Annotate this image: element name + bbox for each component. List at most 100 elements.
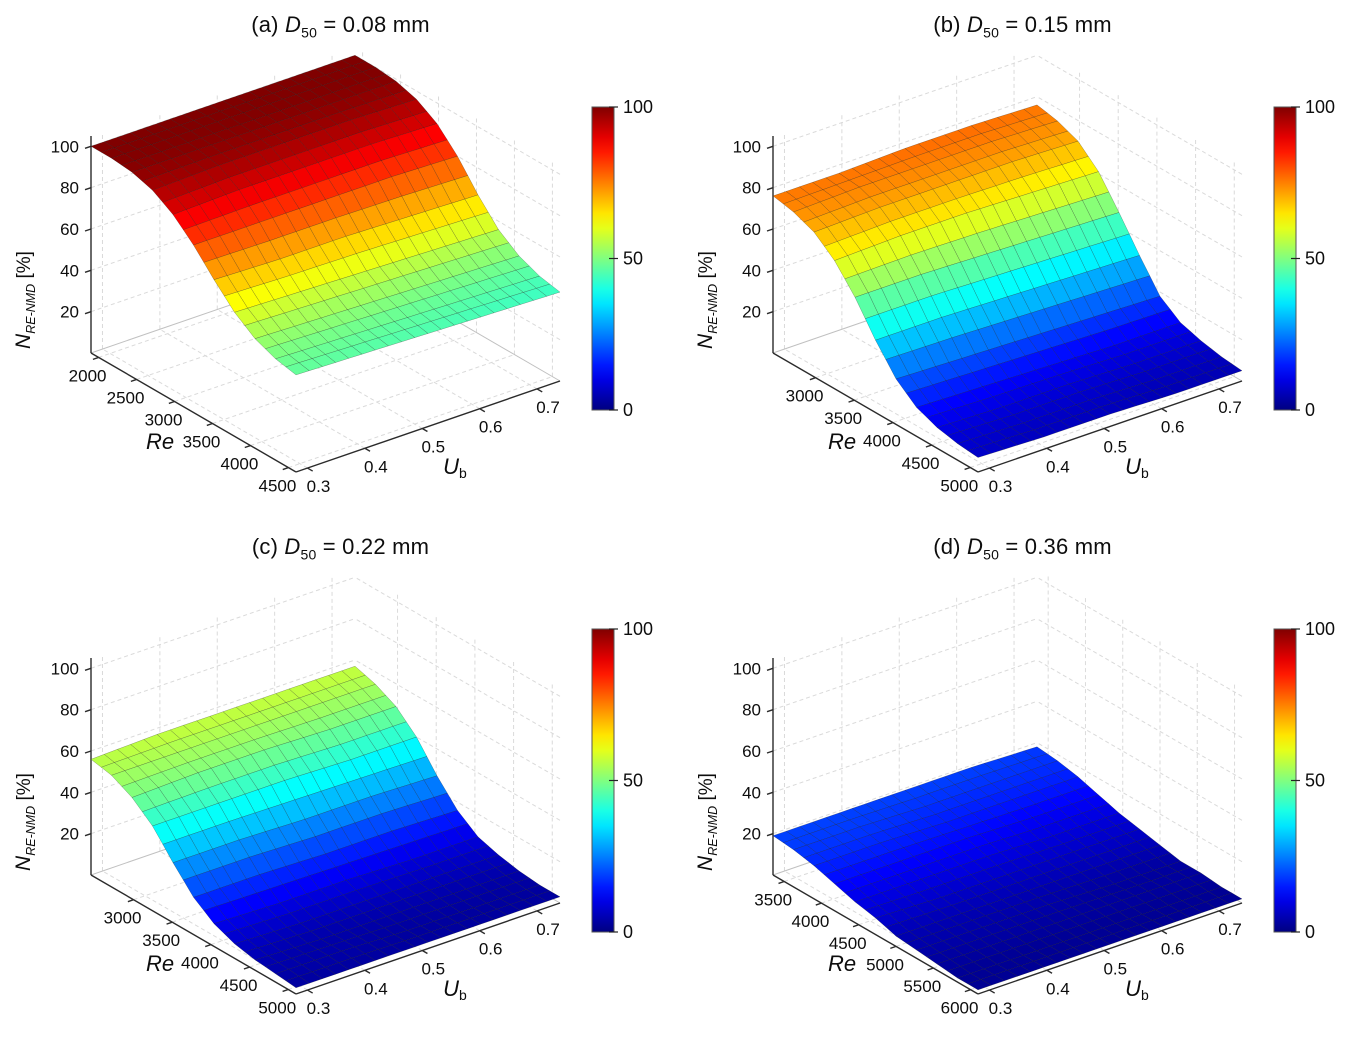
z-tick-label: 60 xyxy=(742,220,761,239)
grid-line xyxy=(772,742,1038,835)
ub-tick-label: 0.6 xyxy=(479,418,503,437)
grid-line xyxy=(1036,54,1243,175)
panel-b: 20 40 60 80 100 NRE-NMD [%] 3000 3500 4000 4500 50… xyxy=(682,0,1363,521)
ub-tick-label: 0.6 xyxy=(1161,940,1185,959)
ub-tick-label: 0.7 xyxy=(1218,920,1242,939)
z-tick-label: 100 xyxy=(51,137,79,156)
z-tick-label: 100 xyxy=(51,659,79,678)
colorbar: 0 50 100 xyxy=(591,619,653,942)
ub-axis xyxy=(977,902,1243,995)
grid-line xyxy=(212,332,477,424)
ub-axis xyxy=(295,380,561,473)
colorbar-tick-label: 0 xyxy=(1305,922,1315,942)
re-tick xyxy=(887,421,894,426)
grid-line xyxy=(1036,96,1243,217)
z-tick-label: 60 xyxy=(60,742,79,761)
colorbar-tick-label: 50 xyxy=(1305,771,1325,791)
re-tick xyxy=(244,444,251,449)
re-tick-label: 3000 xyxy=(786,387,824,406)
colorbar-tick-label: 100 xyxy=(623,97,653,117)
z-tick xyxy=(84,667,92,671)
z-tick xyxy=(84,145,92,149)
title-prefix: (a) xyxy=(251,12,286,37)
re-tick-label: 4000 xyxy=(792,912,830,931)
panel-b-title: (b) D50 = 0.15 mm xyxy=(682,12,1363,40)
grid-line xyxy=(772,96,1038,189)
z-axis-label: NRE-NMD [%] xyxy=(694,251,720,349)
z-tick-label: 60 xyxy=(742,742,761,761)
re-tick xyxy=(130,378,137,383)
ub-tick-label: 0.7 xyxy=(1218,398,1242,417)
ub-tick xyxy=(479,408,486,413)
z-tick xyxy=(84,269,92,273)
colorbar-tick-label: 50 xyxy=(1305,249,1325,269)
ub-tick-label: 0.3 xyxy=(989,477,1013,496)
ub-axis xyxy=(977,380,1243,473)
panel-a: 20 40 60 80 100 NRE-NMD [%] 2000 2500 3000 3500 40… xyxy=(0,0,681,521)
z-tick xyxy=(84,187,92,191)
grid-line xyxy=(1036,742,1243,863)
ub-tick-label: 0.3 xyxy=(307,999,331,1018)
ub-tick xyxy=(1161,930,1168,935)
ub-tick-label: 0.4 xyxy=(364,457,388,476)
ub-tick-label: 0.3 xyxy=(307,477,331,496)
re-tick xyxy=(205,943,212,948)
surface-plot-a: 20 40 60 80 100 NRE-NMD [%] 200025003000350040… xyxy=(12,49,653,496)
re-tick xyxy=(925,444,932,448)
grid-line xyxy=(772,700,1038,793)
ub-tick xyxy=(421,949,428,955)
re-tick-label: 3500 xyxy=(142,931,180,950)
panel-d-title: (d) D50 = 0.36 mm xyxy=(682,534,1363,562)
ub-tick xyxy=(364,447,371,452)
ub-tick xyxy=(1161,408,1168,413)
grid-line xyxy=(354,618,561,739)
ub-tick xyxy=(1103,427,1110,433)
ub-axis-label: Ub xyxy=(1125,976,1149,1003)
z-tick-label: 80 xyxy=(742,179,761,198)
z-tick xyxy=(766,311,774,315)
colorbar-tick-label: 100 xyxy=(623,619,653,639)
title-subscript: 50 xyxy=(983,24,1000,41)
grid-line xyxy=(354,54,561,175)
ub-tick xyxy=(364,969,371,974)
z-tick xyxy=(84,709,92,713)
re-tick xyxy=(778,880,785,885)
z-tick xyxy=(84,228,92,232)
re-axis xyxy=(90,874,297,995)
ub-tick xyxy=(989,467,996,472)
colorbar: 0 50 100 xyxy=(1273,97,1335,420)
re-tick-label: 4000 xyxy=(181,954,219,973)
ub-tick-label: 0.7 xyxy=(536,920,560,939)
re-tick-label: 4000 xyxy=(863,432,901,451)
z-tick xyxy=(766,833,774,837)
title-var: D xyxy=(967,12,984,37)
grid-line xyxy=(1036,700,1243,821)
re-tick-label: 5500 xyxy=(903,977,941,996)
z-tick xyxy=(766,269,774,273)
ub-tick-label: 0.4 xyxy=(364,979,388,998)
re-tick-label: 3500 xyxy=(183,433,221,452)
ub-axis-label: Ub xyxy=(443,976,467,1003)
ub-tick-label: 0.5 xyxy=(1103,437,1127,456)
ub-tick xyxy=(1218,910,1225,915)
z-tick-label: 40 xyxy=(60,783,79,802)
ub-tick-label: 0.6 xyxy=(479,940,503,959)
title-var: D xyxy=(284,534,301,559)
z-tick-label: 60 xyxy=(60,220,79,239)
re-tick-label: 6000 xyxy=(941,999,979,1018)
ub-tick xyxy=(989,989,996,994)
z-tick-label: 40 xyxy=(742,783,761,802)
z-tick-label: 20 xyxy=(742,825,761,844)
re-tick-label: 4500 xyxy=(902,454,940,473)
z-tick-label: 40 xyxy=(742,261,761,280)
z-tick-label: 80 xyxy=(742,701,761,720)
re-tick xyxy=(815,902,822,906)
grid-line xyxy=(1036,659,1243,780)
title-prefix: (d) xyxy=(933,534,968,559)
ub-tick-label: 0.4 xyxy=(1046,979,1070,998)
ub-tick xyxy=(1103,949,1110,955)
title-prefix: (b) xyxy=(933,12,968,37)
